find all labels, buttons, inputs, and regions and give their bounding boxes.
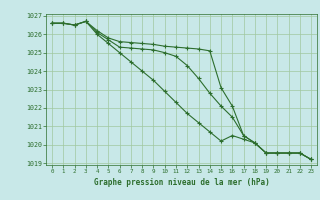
X-axis label: Graphe pression niveau de la mer (hPa): Graphe pression niveau de la mer (hPa) [94, 178, 269, 187]
